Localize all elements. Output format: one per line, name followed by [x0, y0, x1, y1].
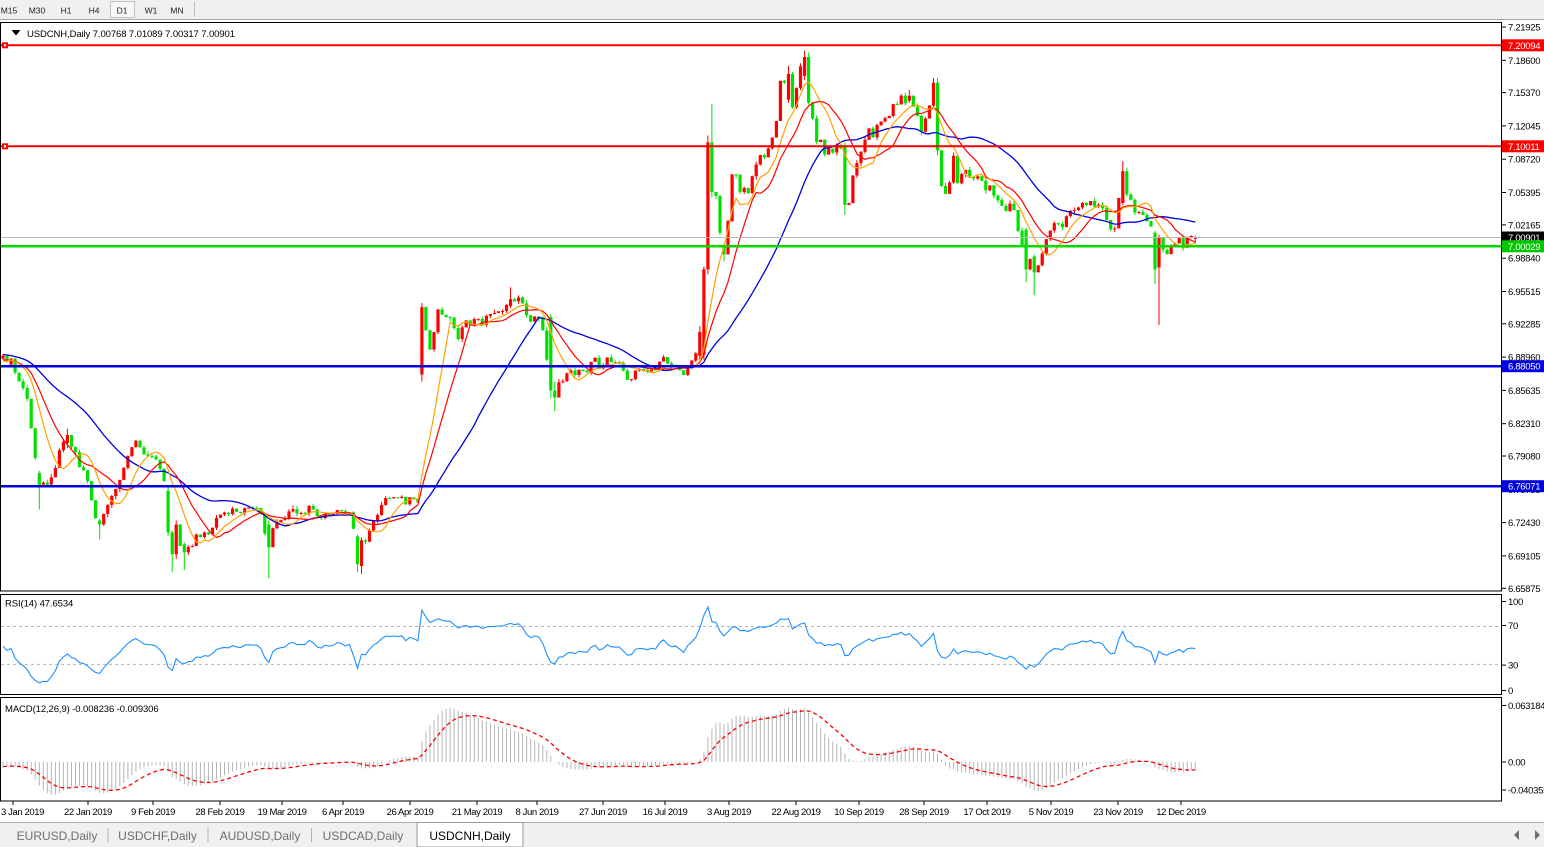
svg-text:7.21925: 7.21925 — [1508, 23, 1540, 34]
svg-text:22 Jan 2019: 22 Jan 2019 — [64, 807, 112, 818]
svg-text:6.69105: 6.69105 — [1508, 551, 1540, 562]
svg-text:USDCAD,Daily: USDCAD,Daily — [323, 829, 404, 843]
svg-text:6.98840: 6.98840 — [1508, 254, 1540, 265]
svg-text:28 Feb 2019: 28 Feb 2019 — [196, 807, 245, 818]
svg-text:23 Nov 2019: 23 Nov 2019 — [1093, 807, 1143, 818]
svg-text:W1: W1 — [145, 6, 158, 16]
svg-text:6.72430: 6.72430 — [1508, 518, 1540, 529]
svg-text:30: 30 — [1508, 661, 1518, 672]
svg-text:M15: M15 — [1, 6, 18, 16]
svg-text:RSI(14) 47.6534: RSI(14) 47.6534 — [5, 599, 73, 610]
svg-text:6.65875: 6.65875 — [1508, 584, 1540, 595]
svg-text:USDCHF,Daily: USDCHF,Daily — [118, 829, 197, 843]
svg-text:0: 0 — [1508, 686, 1513, 697]
svg-text:M30: M30 — [29, 6, 46, 16]
svg-text:17 Oct 2019: 17 Oct 2019 — [963, 807, 1010, 818]
svg-text:8 Jun 2019: 8 Jun 2019 — [515, 807, 558, 818]
svg-text:7.00029: 7.00029 — [1508, 242, 1540, 253]
svg-text:6.76071: 6.76071 — [1508, 482, 1540, 493]
svg-text:USDCNH,Daily 7.00768 7.01089: USDCNH,Daily 7.00768 7.01089 7.00317 7.0… — [27, 29, 235, 40]
svg-text:6 Apr 2019: 6 Apr 2019 — [322, 807, 364, 818]
svg-text:70: 70 — [1508, 621, 1518, 632]
svg-text:6.92285: 6.92285 — [1508, 319, 1540, 330]
svg-text:7.08720: 7.08720 — [1508, 155, 1540, 166]
svg-text:7.12045: 7.12045 — [1508, 121, 1540, 132]
svg-text:7.05395: 7.05395 — [1508, 188, 1540, 199]
svg-text:12 Dec 2019: 12 Dec 2019 — [1156, 807, 1206, 818]
svg-text:7.15370: 7.15370 — [1508, 88, 1540, 99]
svg-text:27 Jun 2019: 27 Jun 2019 — [579, 807, 627, 818]
svg-text:H4: H4 — [89, 6, 100, 16]
svg-text:7.02165: 7.02165 — [1508, 220, 1540, 231]
svg-text:100: 100 — [1508, 597, 1523, 608]
svg-text:3 Aug 2019: 3 Aug 2019 — [707, 807, 751, 818]
svg-text:3 Jan 2019: 3 Jan 2019 — [1, 807, 44, 818]
svg-text:26 Apr 2019: 26 Apr 2019 — [387, 807, 434, 818]
svg-text:16 Jul 2019: 16 Jul 2019 — [643, 807, 688, 818]
svg-text:7.20094: 7.20094 — [1508, 41, 1540, 52]
svg-text:21 May 2019: 21 May 2019 — [452, 807, 503, 818]
svg-text:5 Nov 2019: 5 Nov 2019 — [1029, 807, 1074, 818]
svg-text:MN: MN — [170, 6, 183, 16]
svg-text:7.00901: 7.00901 — [1508, 233, 1540, 244]
svg-text:D1: D1 — [117, 6, 128, 16]
svg-text:MACD(12,26,9) -0.008236 -0.009: MACD(12,26,9) -0.008236 -0.009306 — [5, 704, 159, 715]
svg-text:9 Feb 2019: 9 Feb 2019 — [131, 807, 175, 818]
svg-text:28 Sep 2019: 28 Sep 2019 — [899, 807, 949, 818]
svg-text:10 Sep 2019: 10 Sep 2019 — [834, 807, 884, 818]
svg-text:0.00: 0.00 — [1508, 758, 1525, 769]
svg-text:6.82310: 6.82310 — [1508, 419, 1540, 430]
svg-text:EURUSD,Daily: EURUSD,Daily — [17, 829, 98, 843]
svg-text:USDCNH,Daily: USDCNH,Daily — [429, 829, 510, 843]
svg-text:19 Mar 2019: 19 Mar 2019 — [258, 807, 307, 818]
svg-text:7.18600: 7.18600 — [1508, 56, 1540, 67]
svg-text:6.88050: 6.88050 — [1508, 362, 1540, 373]
svg-text:AUDUSD,Daily: AUDUSD,Daily — [220, 829, 301, 843]
svg-text:22 Aug 2019: 22 Aug 2019 — [772, 807, 821, 818]
svg-text:-0.040355: -0.040355 — [1508, 786, 1544, 797]
svg-text:6.95515: 6.95515 — [1508, 287, 1540, 298]
svg-text:7.10011: 7.10011 — [1508, 142, 1540, 153]
svg-text:6.79080: 6.79080 — [1508, 452, 1540, 463]
svg-text:6.88960: 6.88960 — [1508, 353, 1540, 364]
svg-text:6.85635: 6.85635 — [1508, 386, 1540, 397]
svg-text:H1: H1 — [61, 6, 72, 16]
svg-text:0.063184: 0.063184 — [1508, 701, 1544, 712]
